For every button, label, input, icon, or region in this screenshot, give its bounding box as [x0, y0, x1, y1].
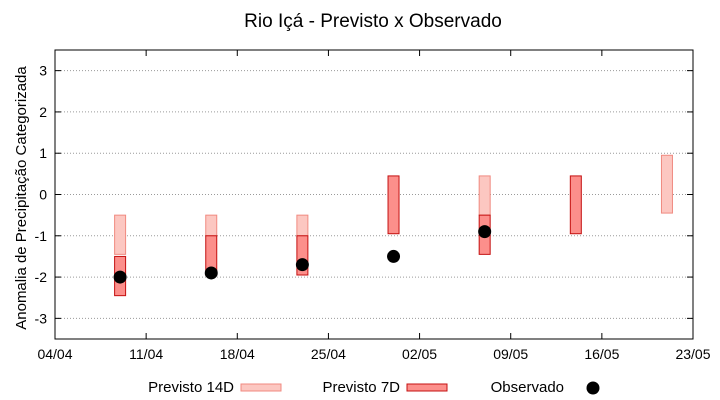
chart-title: Rio Içá - Previsto x Observado	[244, 11, 502, 32]
legend-label-previsto-14d: Previsto 14D	[148, 379, 234, 396]
x-tick-label: 18/04	[220, 346, 255, 362]
observed-point	[387, 249, 401, 263]
y-tick-label: 3	[39, 63, 47, 79]
legend-label-observado: Observado	[491, 379, 564, 396]
legend-swatch-previsto-7d	[406, 383, 448, 392]
previsto-7d-bar	[296, 235, 309, 276]
x-tick-label: 11/04	[129, 346, 163, 362]
x-tick-label: 04/04	[37, 346, 72, 362]
range-bars	[114, 154, 673, 297]
legend: Previsto 14D Previsto 7D Observado	[148, 379, 600, 396]
legend-swatch-previsto-14d	[240, 383, 282, 392]
x-tick-label: 02/05	[402, 346, 437, 362]
y-tick-label: 0	[39, 187, 47, 203]
y-tick-label: 1	[39, 145, 47, 161]
axes: -3 -2 -1 0 1 2 3 04/04 11/04 18/04 25/04 02/05 09/05…	[35, 50, 711, 362]
x-tick-label: 16/05	[584, 346, 619, 362]
previsto-14d-bar	[296, 214, 309, 237]
y-tick-label: 2	[39, 104, 47, 120]
previsto-7d-bar	[569, 175, 582, 235]
x-tick-label: 09/05	[493, 346, 528, 362]
legend-label-previsto-7d: Previsto 7D	[322, 379, 400, 396]
previsto-14d-bar	[114, 214, 127, 255]
observed-point	[295, 258, 309, 272]
previsto-14d-bar	[660, 154, 673, 214]
previsto-14d-bar	[478, 175, 491, 216]
y-tick-label: -3	[35, 310, 48, 326]
gridlines	[55, 70, 693, 319]
y-axis-label: Anomalia de Precipitação Categorizada	[13, 66, 30, 330]
previsto-14d-bar	[205, 214, 218, 237]
y-tick-label: -1	[35, 228, 48, 244]
observed-point	[113, 270, 127, 284]
observed-point	[204, 266, 218, 280]
observed-points	[113, 225, 492, 284]
observed-point	[478, 225, 492, 239]
y-tick-label: -2	[35, 269, 48, 285]
legend-swatch-observado	[586, 381, 600, 395]
previsto-7d-bar	[387, 175, 400, 235]
x-tick-label: 25/04	[311, 346, 346, 362]
x-tick-label: 23/05	[675, 346, 710, 362]
